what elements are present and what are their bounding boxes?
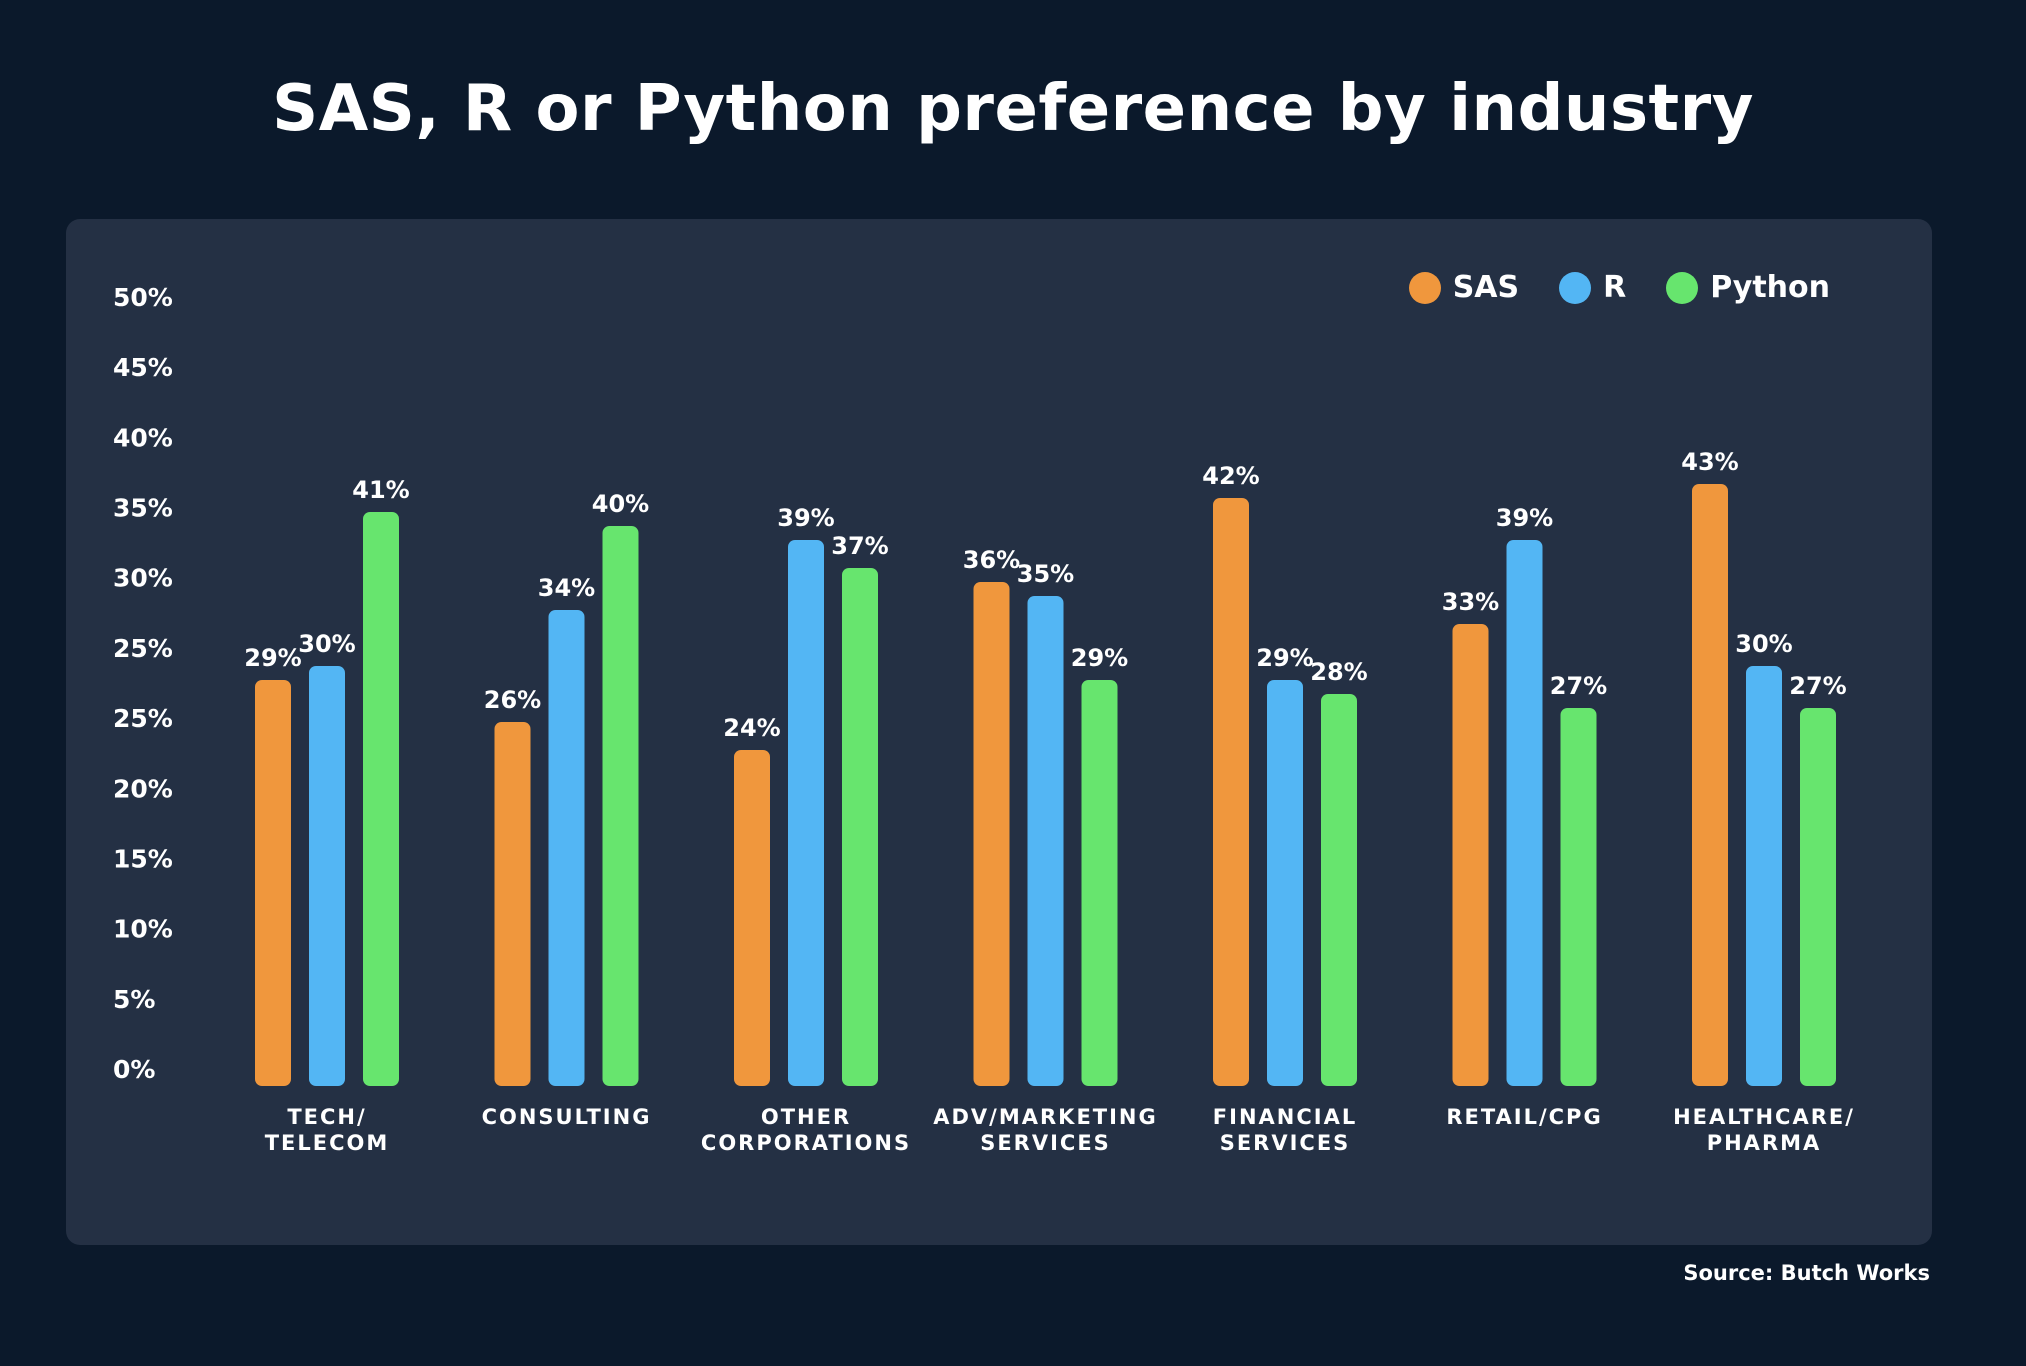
data-label: 24% <box>723 714 780 742</box>
data-label: 43% <box>1681 448 1738 476</box>
data-label: 37% <box>831 532 888 560</box>
legend-item-python: Python <box>1666 270 1830 305</box>
data-label: 40% <box>592 490 649 518</box>
y-tick-label: 25% <box>113 634 173 663</box>
y-tick-label: 45% <box>113 353 173 382</box>
y-tick-label: 20% <box>113 774 173 803</box>
source-note: Source: Butch Works <box>1683 1261 1930 1285</box>
data-label: 39% <box>777 504 834 532</box>
x-tick-label: PHARMA <box>1707 1131 1822 1155</box>
data-label: 39% <box>1496 504 1553 532</box>
y-tick-label: 0% <box>113 1055 155 1084</box>
bar-sas <box>1213 498 1249 1086</box>
data-label: 26% <box>484 686 541 714</box>
y-tick-label: 15% <box>113 844 173 873</box>
x-tick-label: CONSULTING <box>482 1105 652 1129</box>
bar-python <box>1800 708 1836 1086</box>
legend: SAS R Python <box>1408 270 1830 305</box>
x-tick-label: TELECOM <box>265 1131 390 1155</box>
bar-python <box>842 568 878 1086</box>
legend-item-r: R <box>1559 270 1626 305</box>
data-label: 33% <box>1442 588 1499 616</box>
bar-sas <box>1452 624 1489 1086</box>
bar-r <box>1027 596 1064 1086</box>
bar-r <box>1267 680 1303 1086</box>
data-label: 42% <box>1202 462 1259 490</box>
bar-sas <box>734 750 770 1086</box>
data-label: 30% <box>1735 630 1792 658</box>
data-label: 36% <box>963 546 1020 574</box>
bar-python <box>602 526 639 1086</box>
data-label: 29% <box>244 644 301 672</box>
bar-python <box>363 512 399 1086</box>
legend-label-python: Python <box>1710 270 1830 305</box>
bar-r <box>1506 540 1543 1086</box>
bar-sas <box>973 582 1010 1086</box>
bar-sas <box>255 680 291 1086</box>
bar-python <box>1321 694 1357 1086</box>
bar-python <box>1560 708 1597 1086</box>
legend-item-sas: SAS <box>1408 270 1520 305</box>
data-label: 35% <box>1017 560 1074 588</box>
bar-sas <box>1692 484 1728 1086</box>
legend-label-sas: SAS <box>1452 270 1520 305</box>
y-tick-label: 40% <box>113 423 173 452</box>
y-tick-label: 25% <box>113 704 173 733</box>
chart-title: SAS, R or Python preference by industry <box>272 72 1754 146</box>
x-tick-label: TECH/ <box>287 1105 366 1129</box>
data-label: 34% <box>538 574 595 602</box>
x-tick-label: SERVICES <box>980 1131 1111 1155</box>
y-tick-label: 30% <box>113 564 173 593</box>
data-label: 27% <box>1550 672 1607 700</box>
bar-r <box>788 540 824 1086</box>
data-label: 29% <box>1256 644 1313 672</box>
data-label: 28% <box>1310 658 1367 686</box>
data-label: 29% <box>1071 644 1128 672</box>
y-tick-label: 35% <box>113 494 173 523</box>
legend-swatch-sas <box>1408 271 1441 304</box>
x-tick-label: ADV/MARKETING <box>933 1105 1158 1129</box>
bar-r <box>309 666 345 1086</box>
data-label: 41% <box>352 476 409 504</box>
x-tick-label: SERVICES <box>1220 1131 1351 1155</box>
legend-swatch-python <box>1666 271 1699 304</box>
x-tick-label: HEALTHCARE/ <box>1673 1105 1855 1129</box>
y-tick-label: 50% <box>113 283 173 312</box>
x-tick-label: FINANCIAL <box>1213 1105 1357 1129</box>
data-label: 30% <box>298 630 355 658</box>
x-tick-label: CORPORATIONS <box>701 1131 911 1155</box>
y-tick-label: 10% <box>113 915 173 944</box>
data-label: 27% <box>1789 672 1846 700</box>
bar-r <box>548 610 585 1086</box>
bar-sas <box>494 722 531 1086</box>
bar-r <box>1746 666 1782 1086</box>
legend-swatch-r <box>1559 271 1592 304</box>
x-tick-label: OTHER <box>761 1105 851 1129</box>
bar-python <box>1081 680 1118 1086</box>
legend-label-r: R <box>1603 270 1627 305</box>
y-tick-label: 5% <box>113 985 155 1014</box>
x-tick-label: RETAIL/CPG <box>1446 1105 1602 1129</box>
